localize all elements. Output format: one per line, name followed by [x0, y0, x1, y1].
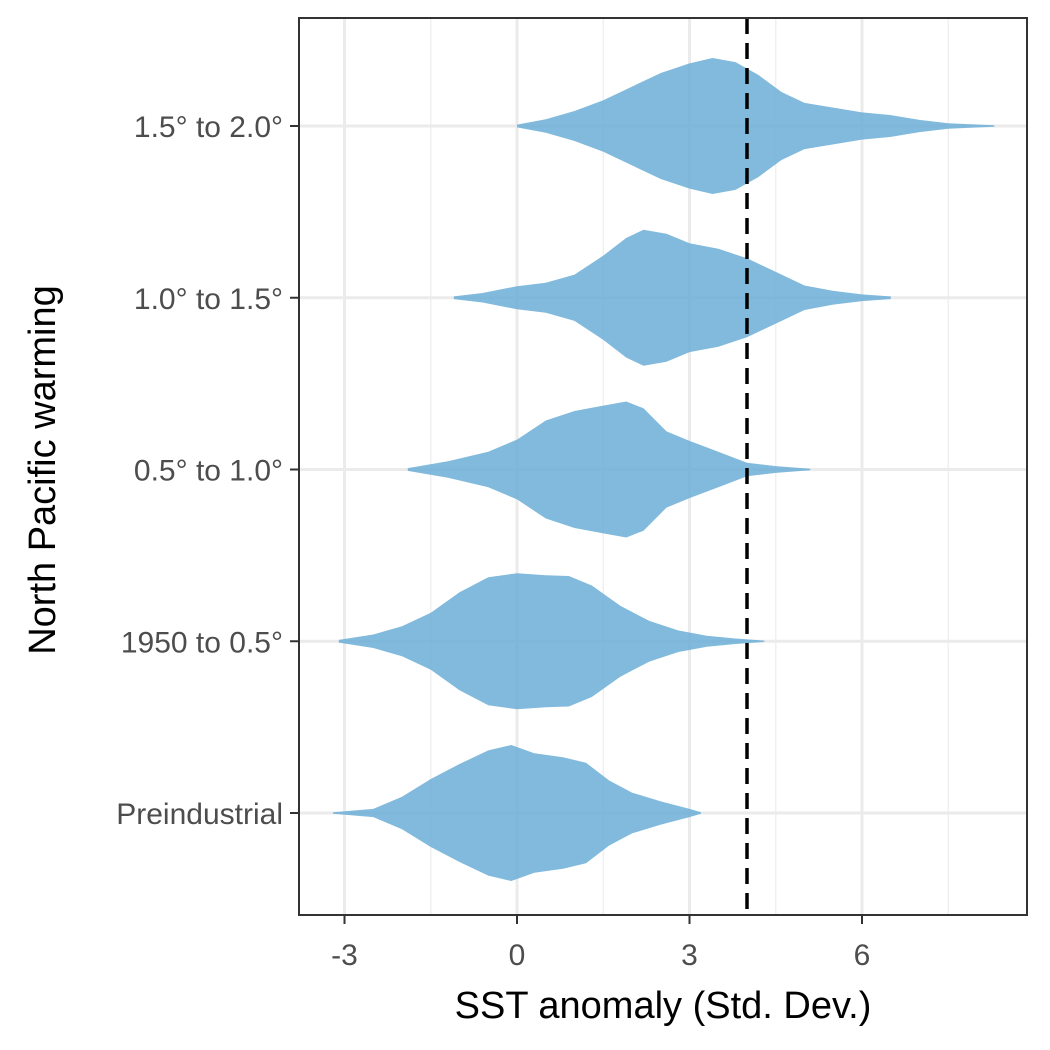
y-tick-label: Preindustrial — [116, 798, 283, 831]
y-tick-label: 1950 to 0.5° — [121, 626, 283, 659]
violin-2 — [453, 229, 891, 366]
y-axis-title: North Pacific warming — [22, 285, 64, 655]
violin-3 — [407, 401, 811, 538]
x-tick-label: 0 — [509, 939, 526, 972]
x-tick-label: 6 — [854, 939, 871, 972]
x-axis-title: SST anomaly (Std. Dev.) — [455, 985, 872, 1027]
violin-5 — [333, 745, 701, 881]
y-tick-label: 1.0° to 1.5° — [134, 283, 283, 316]
panel-border — [298, 17, 1028, 916]
y-tick-label: 0.5° to 1.0° — [134, 455, 283, 488]
y-tick-label: 1.5° to 2.0° — [134, 111, 283, 144]
violin-4 — [338, 573, 765, 710]
x-tick-label: -3 — [331, 939, 358, 972]
violin-1 — [517, 58, 995, 194]
x-tick-label: 3 — [681, 939, 698, 972]
axes: -3 0 3 6 1.5° to 2.0° 1.0° to 1.5° 0.5° to 1.0… — [116, 111, 870, 972]
violins — [333, 58, 995, 881]
